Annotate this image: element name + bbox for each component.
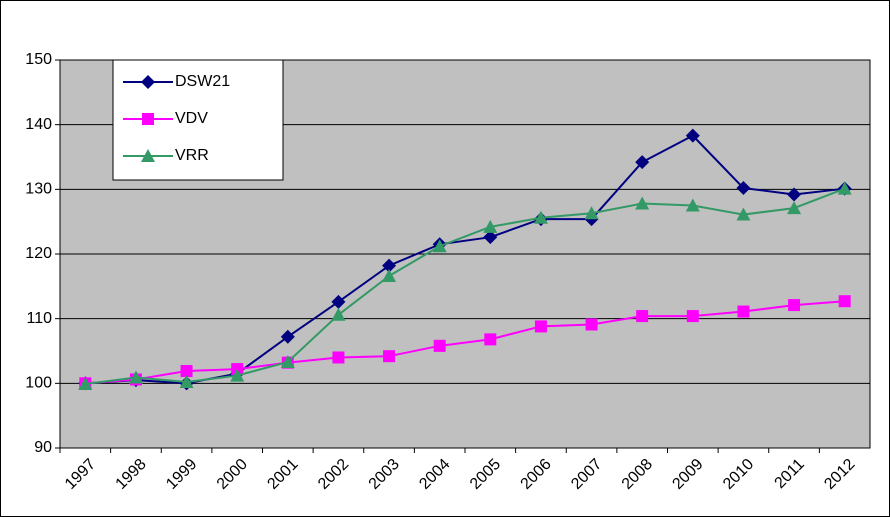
data-point [432,239,447,253]
series-line [85,300,845,385]
data-point [382,258,397,273]
y-tick-label: 130 [25,181,52,198]
data-point [332,351,345,364]
data-point [433,339,446,352]
series-line [85,187,846,385]
y-tick-label: 100 [25,375,52,392]
data-point [685,198,700,212]
data-point [331,294,346,309]
data-point [635,196,650,210]
data-point [179,375,194,389]
data-point [483,219,498,233]
y-tick-label: 90 [34,439,52,456]
data-point [737,305,750,318]
y-tick-label: 120 [25,245,52,262]
legend-label: DSW21 [175,73,230,90]
data-point [180,365,193,378]
data-point [78,376,93,390]
data-point [534,320,547,333]
data-point [382,268,397,282]
data-point [533,210,548,224]
data-point [584,206,599,220]
legend-marker [141,75,155,89]
data-point [128,370,143,384]
data-point [736,207,751,221]
y-tick-label: 150 [25,51,52,68]
data-point [230,368,245,382]
data-point [685,128,700,143]
legend-marker [141,149,155,162]
legend-label: VDV [175,110,208,127]
data-point [280,329,295,344]
legend-label: VRR [175,147,209,164]
legend-marker [142,113,154,125]
data-point [838,295,851,308]
y-tick-label: 110 [26,310,52,327]
data-point [383,350,396,363]
data-point [788,299,801,312]
data-point [787,201,802,215]
data-point [686,310,699,323]
data-point [636,310,649,323]
data-point [787,187,802,202]
data-point [635,155,650,170]
data-point [483,230,498,245]
data-point [585,318,598,331]
data-point [736,181,751,196]
data-point [280,354,295,368]
data-point [484,333,497,346]
data-point [331,307,346,321]
y-tick-label: 140 [25,116,52,133]
data-point [837,181,852,195]
